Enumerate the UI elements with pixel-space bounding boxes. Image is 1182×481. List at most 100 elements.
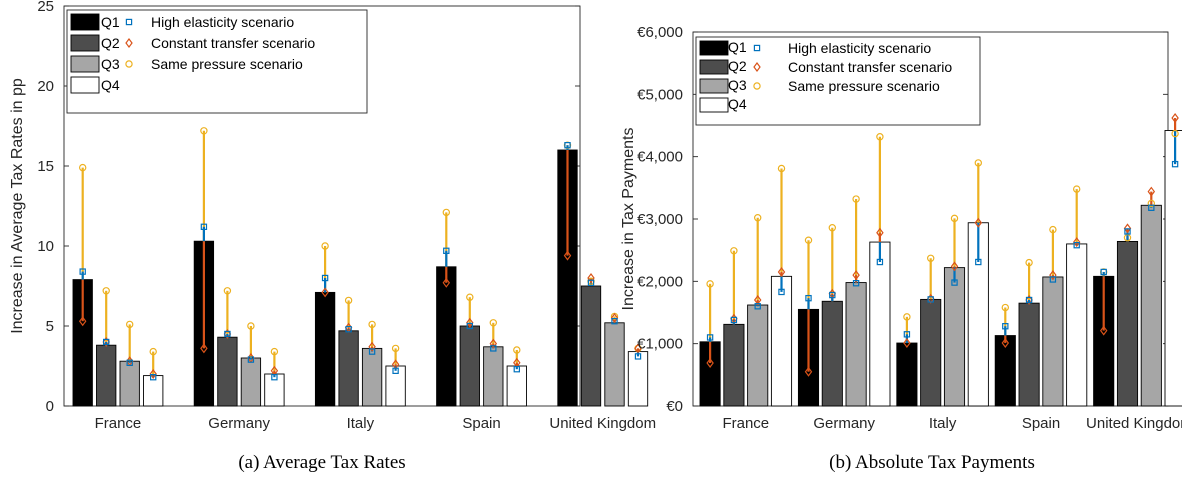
scenario-marker-square xyxy=(611,318,618,325)
legend-marker-square xyxy=(753,44,761,52)
y-axis-label: Increase in Average Tax Rates in pp xyxy=(9,78,26,334)
scenario-marker-square xyxy=(829,291,836,299)
legend-swatch-q4 xyxy=(699,97,729,113)
bar-q4 xyxy=(869,241,891,407)
scenario-marker-circle xyxy=(1072,185,1081,193)
legend-label: Q1 xyxy=(101,14,120,30)
x-tick-label: Italy xyxy=(929,415,957,432)
bar-q2 xyxy=(338,330,359,407)
scenario-marker-circle xyxy=(200,127,208,135)
scenario-marker-circle xyxy=(513,346,521,354)
scenario-marker-square xyxy=(903,331,911,338)
scenario-marker-circle xyxy=(927,254,935,262)
legend-label: Q1 xyxy=(728,39,747,55)
bar-q2 xyxy=(96,344,117,407)
bar-q4 xyxy=(385,365,406,407)
scenario-marker-circle xyxy=(102,287,110,295)
legend: Q1 Q2 Q3 Q4 High elasticity scenario Constant… xyxy=(695,36,981,126)
scenario-marker-diamond xyxy=(1099,325,1108,336)
scenario-marker-square xyxy=(975,258,982,266)
legend: Q1 Q2 Q3 Q4 High elasticity scenario Constant… xyxy=(66,9,368,114)
legend-label: Q3 xyxy=(728,77,747,93)
y-tick-label: 0 xyxy=(46,398,54,415)
scenario-marker-circle xyxy=(489,319,497,327)
x-tick-label: Germany xyxy=(208,415,270,432)
x-tick-label: Spain xyxy=(462,415,500,432)
legend-swatch-q2 xyxy=(70,34,100,52)
x-tick-label: France xyxy=(722,415,769,432)
legend-marker-circle xyxy=(125,60,133,68)
scenario-marker-circle xyxy=(466,293,474,301)
scenario-marker-diamond xyxy=(706,357,714,368)
legend-label: High elasticity scenario xyxy=(151,14,294,30)
x-tick-label: United Kingdom xyxy=(549,415,656,432)
legend-label: Q2 xyxy=(728,58,747,74)
scenario-marker-square xyxy=(224,330,231,338)
scenario-marker-diamond xyxy=(1001,338,1010,349)
bar-q2 xyxy=(1116,240,1139,407)
legend-marker-diamond xyxy=(125,38,133,48)
scenario-marker-square xyxy=(79,268,86,275)
y-tick-label: €3,000 xyxy=(637,211,683,228)
y-tick-label: 25 xyxy=(37,0,54,15)
scenario-marker-circle xyxy=(1049,225,1057,234)
scenario-marker-circle xyxy=(706,280,714,288)
scenario-marker-diamond xyxy=(610,313,619,323)
scenario-marker-circle xyxy=(125,320,134,329)
scenario-marker-square xyxy=(587,279,595,287)
legend-label: Same pressure scenario xyxy=(788,78,940,94)
scenario-marker-square xyxy=(730,316,738,324)
scenario-marker-square xyxy=(564,142,571,149)
scenario-marker-circle xyxy=(1025,258,1033,267)
x-tick-label: United Kingdom xyxy=(1086,415,1182,432)
scenario-marker-square xyxy=(102,338,110,346)
bar-q3 xyxy=(747,304,769,407)
bar-q3 xyxy=(361,347,383,407)
y-tick-label: 15 xyxy=(37,158,54,175)
scenario-marker-diamond xyxy=(1123,223,1132,234)
scenario-marker-diamond xyxy=(200,343,208,354)
scenario-marker-square xyxy=(1171,160,1179,168)
bar-q2 xyxy=(1018,302,1040,407)
legend-swatch-q3 xyxy=(70,55,100,73)
scenario-marker-square xyxy=(927,296,934,303)
scenario-marker-square xyxy=(321,274,329,282)
bar-q3 xyxy=(483,346,504,407)
scenario-marker-circle xyxy=(804,236,813,244)
y-tick-label: €4,000 xyxy=(637,149,683,166)
scenario-marker-diamond xyxy=(950,261,959,272)
scenario-marker-diamond xyxy=(1147,186,1156,197)
scenario-marker-circle xyxy=(974,159,983,167)
scenario-marker-diamond xyxy=(1171,113,1179,124)
bar-q4 xyxy=(770,275,793,407)
scenario-marker-square xyxy=(706,334,714,341)
scenario-marker-diamond xyxy=(563,250,572,261)
scenario-marker-square xyxy=(1025,296,1033,304)
scenario-marker-diamond xyxy=(321,287,329,298)
scenario-marker-square xyxy=(490,345,497,352)
legend-swatch-q4 xyxy=(70,76,100,94)
scenario-marker-square xyxy=(634,353,642,360)
figure-caption: (b) Absolute Tax Payments xyxy=(829,452,1035,473)
scenario-marker-diamond xyxy=(876,227,884,238)
scenario-marker-square xyxy=(247,356,255,363)
scenario-marker-square xyxy=(466,322,474,330)
y-tick-label: €5,000 xyxy=(637,86,683,103)
bar-q4 xyxy=(1164,130,1182,407)
legend-swatch-q2 xyxy=(699,59,729,75)
bar-q3 xyxy=(943,267,966,407)
bar-q2 xyxy=(580,285,602,407)
scenario-marker-diamond xyxy=(442,277,451,288)
legend-swatch-q1 xyxy=(70,13,100,31)
bar-q3 xyxy=(119,360,140,407)
scenario-marker-circle xyxy=(777,164,786,173)
scenario-marker-square xyxy=(368,348,376,355)
bar-q1 xyxy=(314,291,336,407)
scenario-marker-diamond xyxy=(903,338,911,349)
bar-q2 xyxy=(217,336,238,407)
y-tick-label: €0 xyxy=(666,398,683,415)
scenario-marker-square xyxy=(392,367,399,375)
y-tick-label: €1,000 xyxy=(637,336,683,353)
y-tick-label: 20 xyxy=(37,78,54,95)
scenario-marker-circle xyxy=(1001,303,1010,312)
